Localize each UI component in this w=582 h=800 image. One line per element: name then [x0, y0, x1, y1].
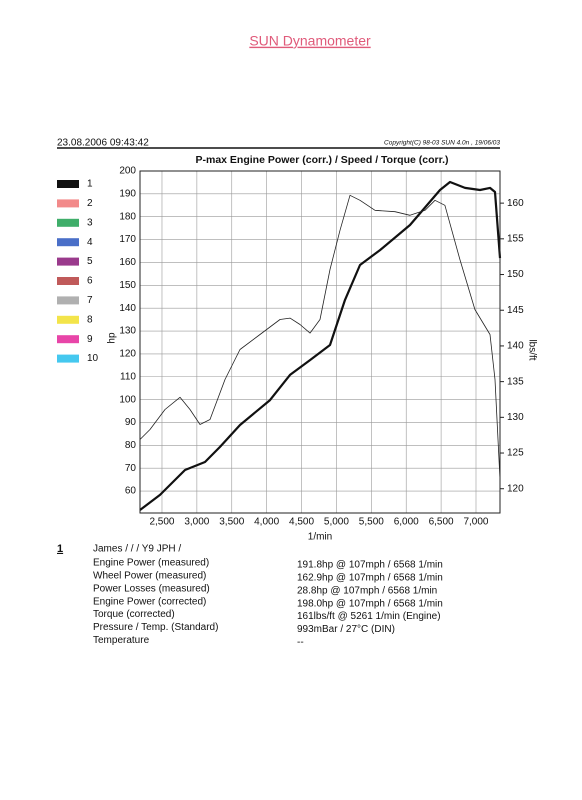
y-tick-label: 190 — [119, 189, 136, 200]
y-tick-label: 120 — [119, 349, 136, 360]
y-tick-label: 80 — [125, 440, 137, 451]
legend-swatch — [57, 354, 79, 363]
y2-tick-label: 135 — [507, 376, 524, 387]
x-tick-label: 6,500 — [429, 517, 454, 528]
result-value: 28.8hp @ 107mph / 6568 1/min — [297, 585, 437, 596]
x-tick-label: 4,000 — [254, 517, 279, 528]
x-tick-label: 7,000 — [463, 517, 488, 528]
x-tick-label: 3,500 — [219, 517, 244, 528]
x-tick-label: 3,000 — [184, 517, 209, 528]
y-tick-label: 70 — [125, 463, 137, 474]
y2-tick-label: 140 — [507, 341, 524, 352]
timestamp: 23.08.2006 09:43:42 — [57, 138, 149, 149]
legend-label: 5 — [87, 256, 93, 267]
x-tick-label: 5,000 — [324, 517, 349, 528]
result-value: 162.9hp @ 107mph / 6568 1/min — [297, 573, 443, 584]
plot — [139, 170, 502, 513]
legend-label: 6 — [87, 276, 93, 287]
y-tick-label: 160 — [119, 257, 136, 268]
page-title: SUN Dynamometer — [249, 33, 371, 49]
x-tick-label: 5,500 — [359, 517, 384, 528]
y-tick-label: 200 — [119, 166, 136, 177]
result-label: Power Losses (measured) — [93, 583, 210, 594]
legend-swatch — [57, 218, 79, 227]
y-tick-label: 60 — [125, 486, 137, 497]
series-line — [139, 194, 501, 480]
y2-tick-label: 125 — [507, 448, 524, 459]
y-tick-label: 140 — [119, 303, 136, 314]
series-line — [139, 180, 502, 511]
result-label: Wheel Power (measured) — [93, 571, 206, 582]
x-tick-label: 6,000 — [394, 517, 419, 528]
y2-tick-label: 145 — [507, 305, 524, 316]
y2-tick-label: 150 — [507, 269, 524, 280]
run-number: 1 — [57, 543, 63, 555]
y-tick-label: 150 — [119, 280, 136, 291]
legend-label: 8 — [87, 314, 93, 325]
legend-label: 3 — [87, 217, 93, 228]
plot-frame — [139, 170, 501, 514]
y-tick-label: 130 — [119, 326, 136, 337]
legend-swatch — [57, 296, 79, 305]
chart-title: P-max Engine Power (corr.) / Speed / Tor… — [195, 154, 448, 166]
y-axis-label: hp — [107, 332, 118, 344]
legend-label: 1 — [87, 179, 93, 190]
y-tick-label: 100 — [119, 394, 136, 405]
y2-tick-label: 160 — [507, 198, 524, 209]
run-name: James / / / Y9 JPH / — [93, 544, 181, 555]
legend-swatch — [57, 257, 79, 266]
legend-swatch — [57, 277, 79, 285]
legend-swatch — [57, 315, 79, 324]
legend-swatch — [57, 238, 79, 247]
y-tick-label: 90 — [125, 417, 137, 428]
x-axis-label: 1/min — [308, 532, 332, 543]
result-label: Temperature — [93, 635, 150, 646]
legend-swatch — [57, 199, 79, 208]
legend-label: 10 — [87, 353, 99, 364]
result-label: Pressure / Temp. (Standard) — [93, 622, 218, 633]
y2-tick-label: 120 — [507, 483, 524, 494]
legend-label: 7 — [87, 295, 93, 306]
x-tick-label: 2,500 — [149, 517, 174, 528]
y-tick-label: 110 — [120, 371, 136, 382]
legend-swatch — [57, 335, 79, 344]
y-tick-label: 170 — [119, 234, 136, 245]
result-label: Engine Power (corrected) — [93, 596, 206, 607]
result-label: Engine Power (measured) — [93, 558, 209, 569]
result-value: 198.0hp @ 107mph / 6568 1/min — [297, 598, 443, 609]
y2-axis-label: lbs/ft — [526, 339, 537, 360]
result-value: 993mBar / 27°C (DIN) — [297, 624, 395, 635]
result-label: Torque (corrected) — [93, 609, 175, 620]
legend-swatch — [57, 180, 79, 188]
legend-label: 4 — [87, 237, 93, 248]
x-tick-label: 4,500 — [289, 517, 314, 528]
legend-label: 9 — [87, 334, 93, 345]
legend-label: 2 — [87, 198, 93, 209]
result-value: -- — [297, 637, 304, 648]
copyright: Copyright(C) 98-03 SUN 4.0n , 19/06/03 — [384, 140, 500, 147]
y2-tick-label: 155 — [507, 233, 524, 244]
result-value: 161lbs/ft @ 5261 1/min (Engine) — [297, 611, 441, 622]
result-value: 191.8hp @ 107mph / 6568 1/min — [297, 560, 443, 571]
y-tick-label: 180 — [119, 211, 136, 222]
y2-tick-label: 130 — [507, 412, 524, 423]
